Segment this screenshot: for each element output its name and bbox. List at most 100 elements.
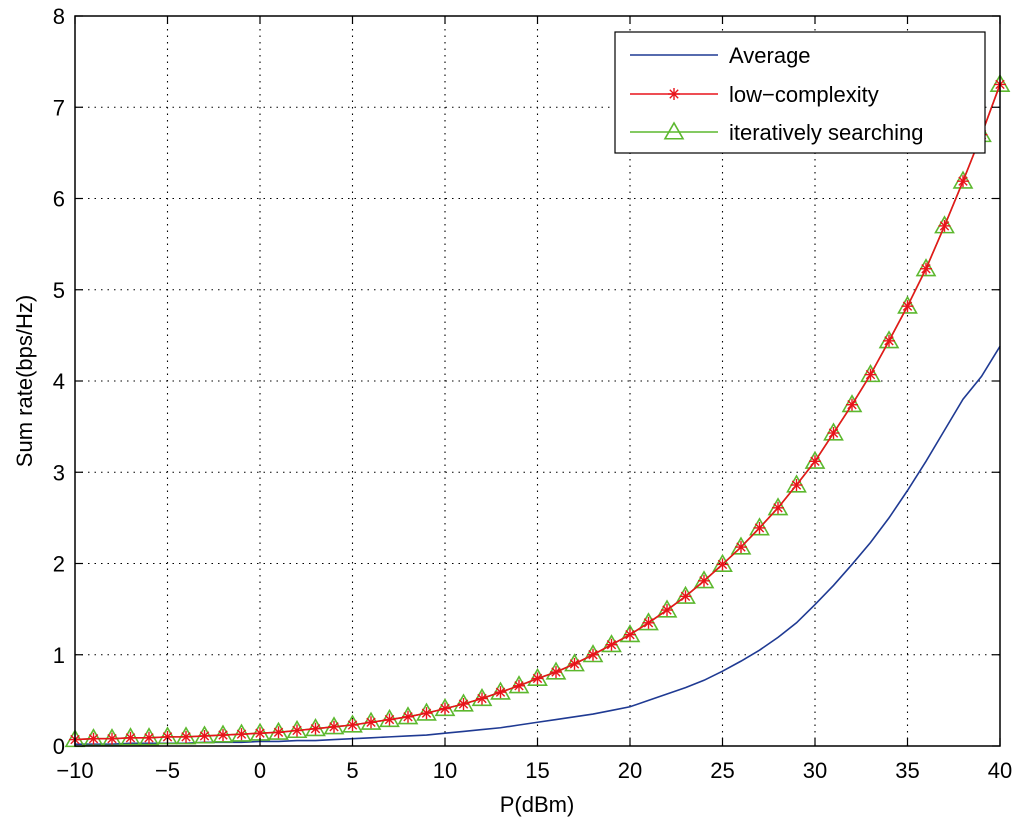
point-star xyxy=(624,628,636,641)
point-star xyxy=(568,657,581,670)
y-tick-label: 5 xyxy=(53,278,65,303)
point-star xyxy=(513,679,525,692)
point-triangle xyxy=(619,624,641,643)
point-star xyxy=(716,558,729,571)
point-star xyxy=(235,728,248,741)
point-triangle xyxy=(915,258,937,277)
point-star xyxy=(901,300,914,313)
point-triangle xyxy=(841,394,863,413)
point-star xyxy=(124,731,137,744)
point-triangle xyxy=(749,517,770,536)
y-tick-label: 7 xyxy=(53,95,65,120)
point-triangle xyxy=(767,497,789,516)
point-triangle xyxy=(231,723,252,742)
point-star xyxy=(772,501,784,514)
x-tick-label: 25 xyxy=(710,758,734,783)
point-star xyxy=(920,262,932,275)
point-star xyxy=(587,648,599,661)
point-star xyxy=(605,638,618,651)
point-triangle xyxy=(638,612,659,631)
point-star xyxy=(679,590,692,603)
point-star xyxy=(494,686,507,699)
point-star xyxy=(790,479,803,492)
y-tick-label: 3 xyxy=(53,460,65,485)
point-star xyxy=(938,219,951,232)
axis-ticks: −10 −5 0 5 10 15 20 25 30 35 40 0 1 2 3 4 5 6 7 8 xyxy=(53,4,1012,783)
point-star xyxy=(846,398,858,411)
point-star xyxy=(328,720,340,733)
legend-marker-triangle xyxy=(663,121,685,140)
point-star xyxy=(661,604,673,617)
x-tick-label: −5 xyxy=(155,758,180,783)
point-star xyxy=(550,666,562,679)
point-star xyxy=(864,368,877,381)
point-star xyxy=(346,719,359,732)
legend-triangle-icon xyxy=(663,121,685,140)
point-triangle xyxy=(656,599,678,618)
point-star xyxy=(439,702,451,715)
point-star xyxy=(180,730,192,743)
grid-lines xyxy=(75,16,1000,746)
point-star xyxy=(420,707,433,720)
legend: Average low−complexity iteratively searc… xyxy=(614,31,986,154)
legend-box xyxy=(614,31,986,154)
point-triangle xyxy=(934,215,955,234)
point-star xyxy=(198,729,211,742)
y-tick-label: 1 xyxy=(53,643,65,668)
point-triangle xyxy=(601,634,622,653)
legend-label-average: Average xyxy=(729,43,811,68)
x-axis-title: P(dBm) xyxy=(500,792,575,817)
point-triangle xyxy=(194,725,215,744)
y-tick-label: 2 xyxy=(53,552,65,577)
x-tick-label: 0 xyxy=(254,758,266,783)
point-star xyxy=(87,732,100,745)
point-star xyxy=(642,616,655,629)
point-star xyxy=(457,698,470,711)
point-triangle xyxy=(712,553,733,572)
y-axis-title: Sum rate(bps/Hz) xyxy=(12,295,37,467)
y-tick-label: 6 xyxy=(53,187,65,212)
point-star xyxy=(402,710,414,723)
point-star xyxy=(254,727,266,740)
x-tick-label: 20 xyxy=(618,758,642,783)
point-star xyxy=(883,334,895,347)
point-triangle xyxy=(675,585,696,604)
point-star xyxy=(476,692,488,705)
point-star xyxy=(291,724,303,737)
point-triangle xyxy=(786,474,807,493)
point-triangle xyxy=(564,653,585,672)
x-tick-label: 40 xyxy=(988,758,1012,783)
legend-star-icon xyxy=(668,88,680,100)
point-star xyxy=(753,521,766,534)
series-layer xyxy=(64,73,1011,748)
point-star xyxy=(365,716,377,729)
legend-label-iteratively-searching: iteratively searching xyxy=(729,120,923,145)
point-star xyxy=(827,427,840,440)
point-star xyxy=(143,731,155,744)
legend-marker-star xyxy=(668,88,680,100)
point-star xyxy=(809,455,821,468)
point-triangle xyxy=(730,536,752,555)
point-star xyxy=(531,672,544,685)
x-tick-label: −10 xyxy=(56,758,93,783)
point-triangle xyxy=(582,644,604,663)
x-tick-label: 15 xyxy=(525,758,549,783)
point-triangle xyxy=(212,724,234,743)
point-triangle xyxy=(860,364,881,383)
point-triangle xyxy=(120,727,141,746)
point-star xyxy=(957,175,969,188)
y-tick-label: 4 xyxy=(53,369,65,394)
point-star xyxy=(735,541,747,554)
x-tick-label: 30 xyxy=(803,758,827,783)
point-star xyxy=(698,574,710,587)
point-triangle xyxy=(897,295,918,314)
point-triangle xyxy=(804,450,826,469)
x-tick-label: 5 xyxy=(346,758,358,783)
x-tick-label: 35 xyxy=(895,758,919,783)
point-triangle xyxy=(175,726,197,745)
point-star xyxy=(217,729,229,742)
point-triangle xyxy=(823,422,844,441)
point-star xyxy=(106,732,118,745)
point-triangle xyxy=(878,330,900,349)
